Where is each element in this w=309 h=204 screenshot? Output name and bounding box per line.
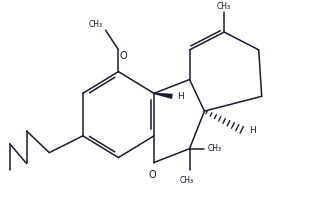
Text: O: O xyxy=(149,170,156,180)
Text: CH₃: CH₃ xyxy=(180,176,194,185)
Text: O: O xyxy=(120,51,128,61)
Text: CH₃: CH₃ xyxy=(88,20,103,29)
Text: CH₃: CH₃ xyxy=(217,2,231,11)
Text: H: H xyxy=(177,92,184,101)
Text: CH₃: CH₃ xyxy=(207,144,222,153)
Text: H: H xyxy=(249,126,256,135)
Polygon shape xyxy=(154,93,172,98)
